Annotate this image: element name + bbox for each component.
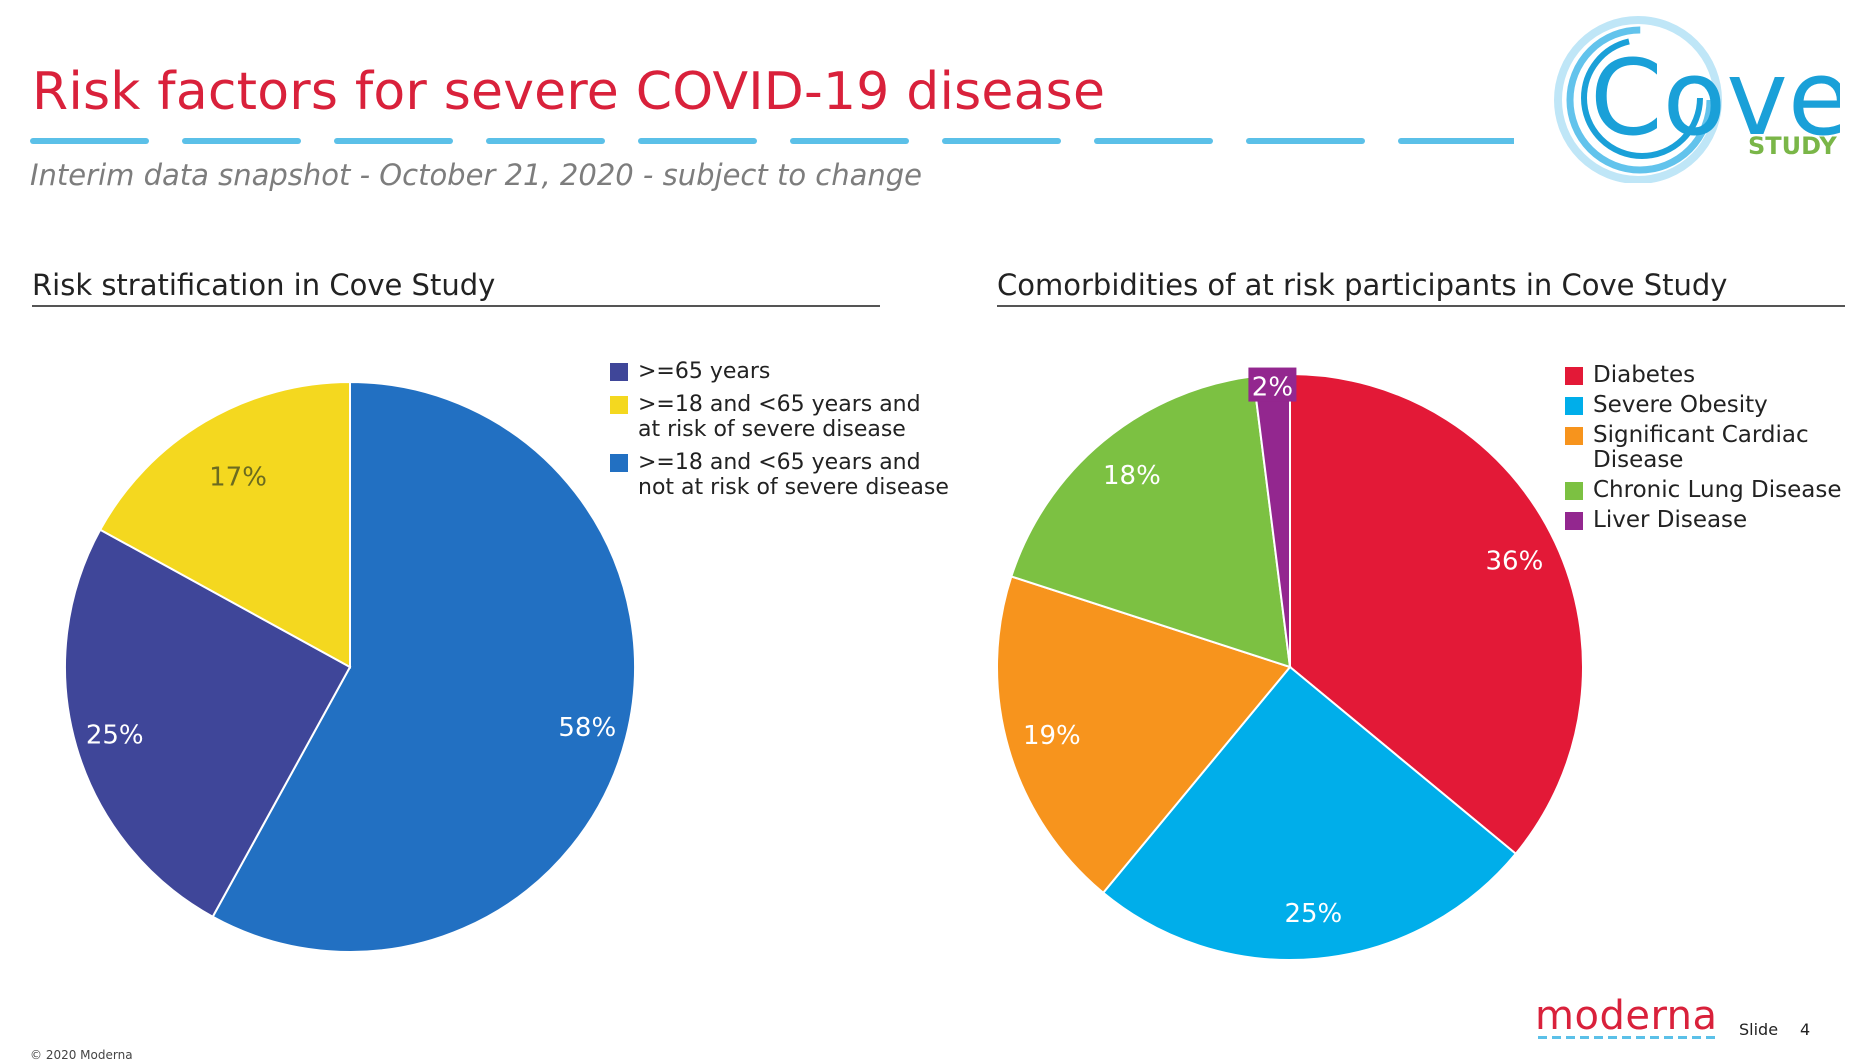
legend-label: Liver Disease	[1593, 507, 1748, 533]
page-subtitle: Interim data snapshot - October 21, 2020…	[30, 158, 923, 192]
legend-label: Significant Cardiac Disease	[1593, 422, 1809, 473]
slide-label: Slide	[1739, 1020, 1779, 1039]
legend-label: Chronic Lung Disease	[1593, 477, 1842, 503]
legend-swatch	[1565, 427, 1583, 445]
title-dash-segment	[1398, 138, 1514, 144]
legend-item: Severe Obesity	[1565, 393, 1854, 418]
slide-number: 4	[1800, 1020, 1811, 1039]
legend-swatch	[1565, 397, 1583, 415]
legend-label: Diabetes	[1593, 362, 1696, 388]
pie-data-label: 36%	[1485, 546, 1543, 576]
legend-item: Significant Cardiac Disease	[1565, 423, 1854, 473]
pie-data-label: 17%	[209, 463, 267, 493]
legend-swatch	[610, 363, 628, 381]
legend-swatch	[1565, 367, 1583, 385]
legend-label: >=18 and <65 years and at risk of severe…	[638, 392, 921, 442]
moderna-logo: moderna	[1535, 993, 1718, 1039]
chart-title-comorbidities: Comorbidities of at risk participants in…	[997, 268, 1728, 302]
legend-swatch	[1565, 512, 1583, 530]
legend-label: >=18 and <65 years and not at risk of se…	[638, 450, 949, 500]
legend-swatch	[1565, 482, 1583, 500]
page-title: Risk factors for severe COVID-19 disease	[32, 62, 1106, 122]
legend-item: >=18 and <65 years and at risk of severe…	[610, 392, 949, 442]
legend-comorbidities: Diabetes Severe Obesity Significant Cardia…	[1565, 363, 1854, 538]
legend-item: >=65 years	[610, 359, 949, 384]
pie-slice	[64, 528, 352, 919]
svg-text:STUDY: STUDY	[1748, 132, 1837, 160]
chart-title-underline	[997, 305, 1845, 307]
legend-item: >=18 and <65 years and not at risk of se…	[610, 450, 949, 500]
title-dash-segment	[790, 138, 909, 144]
title-dash-segment	[638, 138, 757, 144]
legend-item: Liver Disease	[1565, 508, 1854, 533]
legend-swatch	[610, 454, 628, 472]
pie-slice	[1101, 665, 1518, 961]
legend-item: Chronic Lung Disease	[1565, 478, 1854, 503]
chart-title-risk-stratification: Risk stratification in Cove Study	[32, 268, 496, 302]
legend-swatch	[610, 396, 628, 414]
title-dash-segment	[486, 138, 605, 144]
pie-data-label: 18%	[1103, 461, 1161, 491]
legend-item: Diabetes	[1565, 363, 1854, 388]
pie-slice	[996, 575, 1292, 895]
pie-data-label: 2%	[1252, 373, 1293, 403]
legend-label: Severe Obesity	[1593, 392, 1768, 418]
title-dash-segment	[942, 138, 1061, 144]
title-dash-segment	[334, 138, 453, 144]
chart-title-underline	[32, 305, 880, 307]
pie-slice	[98, 380, 351, 669]
title-dash-segment	[1094, 138, 1213, 144]
pie-data-label: 58%	[558, 713, 616, 743]
copyright: © 2020 Moderna	[30, 1048, 133, 1062]
pie-data-label-box	[1248, 367, 1297, 402]
legend-risk-stratification: >=65 years >=18 and <65 years and at risk…	[610, 359, 949, 508]
pie-data-label: 19%	[1023, 721, 1081, 751]
title-dash-divider	[30, 137, 1514, 145]
title-dash-segment	[182, 138, 301, 144]
moderna-logo-underline	[1538, 1036, 1718, 1039]
title-dash-segment	[1246, 138, 1365, 144]
svg-text:Cove: Cove	[1590, 37, 1840, 159]
pie-slice	[1289, 372, 1584, 856]
cove-study-logo: Cove STUDY	[1550, 8, 1852, 184]
pie-slice	[1010, 375, 1292, 669]
legend-label: >=65 years	[638, 359, 771, 384]
pie-data-label: 25%	[86, 720, 144, 750]
pie-slice	[211, 380, 636, 953]
pie-data-label: 25%	[1284, 899, 1342, 929]
title-dash-segment	[30, 138, 149, 144]
